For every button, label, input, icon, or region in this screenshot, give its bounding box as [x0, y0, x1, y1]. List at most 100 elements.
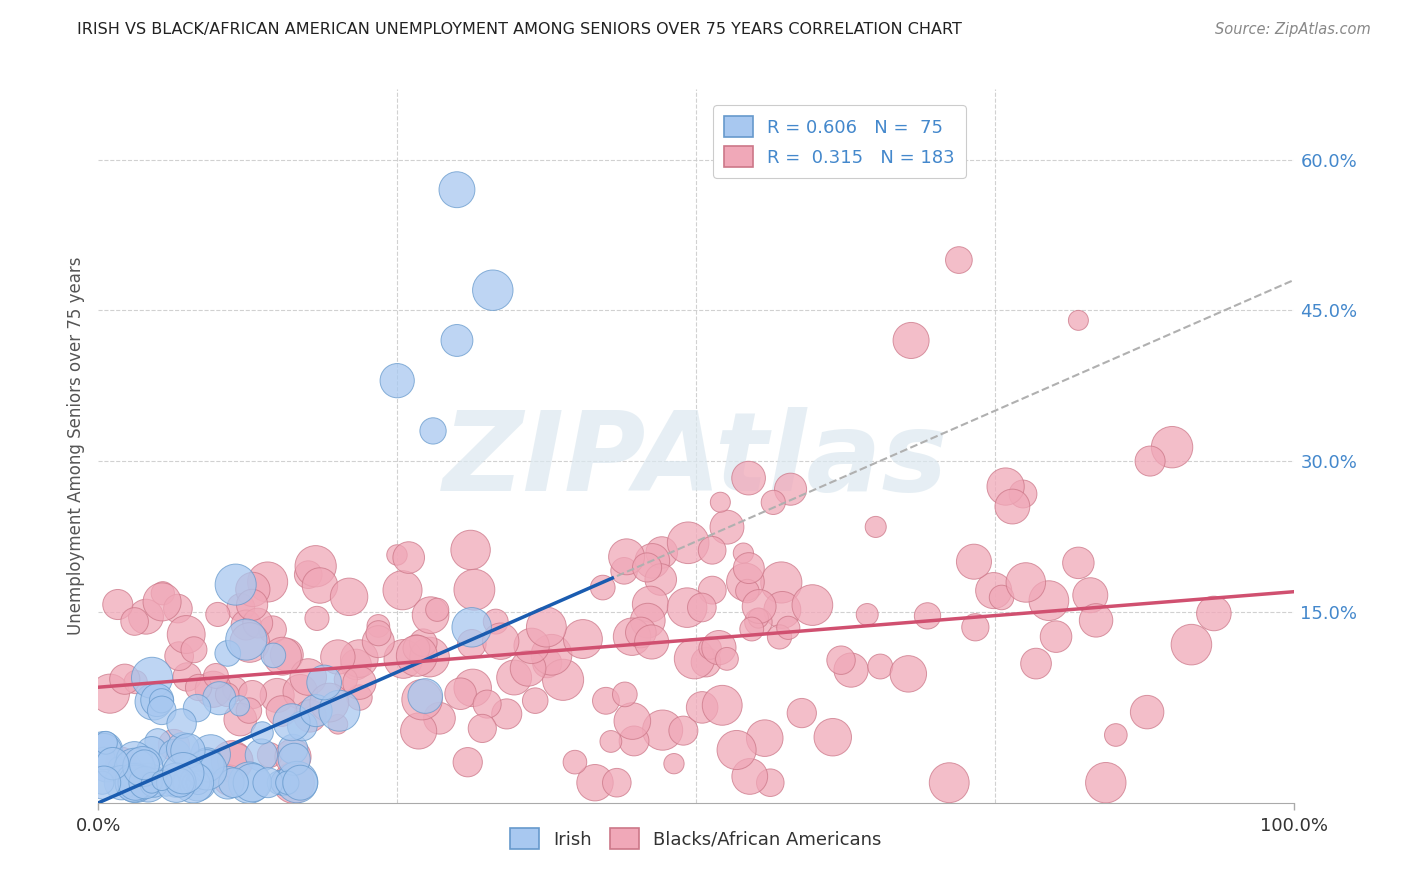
Point [412, 636, 434, 650]
Point [134, 775, 156, 789]
Point [551, 673, 574, 687]
Point [208, 691, 231, 706]
Point [1136, 705, 1159, 719]
Point [218, 773, 240, 788]
Point [536, 656, 558, 670]
Point [217, 688, 239, 702]
Point [1139, 454, 1161, 468]
Point [630, 625, 652, 640]
Point [259, 748, 281, 763]
Point [457, 755, 479, 769]
Point [124, 775, 146, 789]
Point [725, 743, 748, 757]
Point [869, 659, 891, 673]
Legend: Irish, Blacks/African Americans: Irish, Blacks/African Americans [501, 819, 891, 858]
Point [222, 775, 245, 789]
Point [238, 704, 260, 718]
Point [134, 775, 156, 789]
Point [672, 723, 695, 738]
Point [309, 578, 332, 592]
Point [641, 554, 664, 568]
Point [481, 283, 505, 297]
Point [702, 543, 724, 558]
Point [748, 599, 770, 614]
Point [176, 670, 198, 684]
Point [709, 495, 731, 509]
Point [405, 648, 427, 663]
Point [270, 704, 292, 718]
Point [305, 611, 328, 625]
Point [583, 775, 606, 789]
Point [770, 575, 793, 590]
Point [240, 775, 263, 789]
Point [536, 620, 558, 634]
Point [205, 669, 228, 683]
Text: Source: ZipAtlas.com: Source: ZipAtlas.com [1215, 22, 1371, 37]
Point [290, 775, 312, 789]
Point [276, 648, 298, 662]
Point [125, 775, 148, 789]
Point [150, 703, 173, 717]
Point [165, 775, 187, 789]
Point [830, 653, 852, 667]
Point [1012, 487, 1035, 501]
Point [181, 775, 204, 789]
Point [166, 742, 188, 756]
Point [983, 583, 1005, 598]
Point [762, 495, 785, 509]
Point [169, 775, 191, 789]
Point [283, 752, 305, 766]
Point [172, 766, 194, 780]
Point [637, 614, 659, 628]
Point [124, 775, 146, 789]
Point [335, 673, 357, 687]
Point [217, 775, 239, 789]
Point [195, 763, 218, 777]
Point [733, 546, 755, 560]
Point [741, 622, 763, 636]
Point [503, 671, 526, 685]
Point [242, 582, 264, 597]
Point [349, 651, 371, 665]
Point [990, 591, 1012, 605]
Point [460, 543, 482, 558]
Point [411, 692, 433, 706]
Point [917, 608, 939, 623]
Point [107, 598, 129, 612]
Point [716, 520, 738, 534]
Point [229, 600, 252, 615]
Point [125, 675, 148, 690]
Point [897, 666, 920, 681]
Point [143, 775, 166, 789]
Point [141, 745, 163, 759]
Text: IRISH VS BLACK/AFRICAN AMERICAN UNEMPLOYMENT AMONG SENIORS OVER 75 YEARS CORRELA: IRISH VS BLACK/AFRICAN AMERICAN UNEMPLOY… [77, 22, 962, 37]
Point [599, 734, 621, 748]
Point [328, 704, 350, 718]
Point [1015, 575, 1038, 590]
Point [174, 627, 197, 641]
Point [224, 682, 246, 697]
Point [475, 697, 498, 711]
Point [167, 649, 190, 664]
Point [96, 758, 118, 772]
Point [1085, 613, 1108, 627]
Point [524, 693, 547, 707]
Point [801, 598, 824, 612]
Point [676, 600, 699, 615]
Point [163, 748, 186, 763]
Point [271, 649, 294, 664]
Point [422, 424, 444, 438]
Point [235, 618, 257, 632]
Point [297, 670, 319, 684]
Point [285, 775, 308, 789]
Point [167, 601, 190, 615]
Point [405, 641, 427, 656]
Point [450, 687, 472, 701]
Point [391, 583, 413, 598]
Point [250, 726, 273, 740]
Point [229, 713, 252, 727]
Point [110, 775, 132, 789]
Point [1202, 607, 1225, 621]
Point [446, 183, 468, 197]
Point [965, 620, 987, 634]
